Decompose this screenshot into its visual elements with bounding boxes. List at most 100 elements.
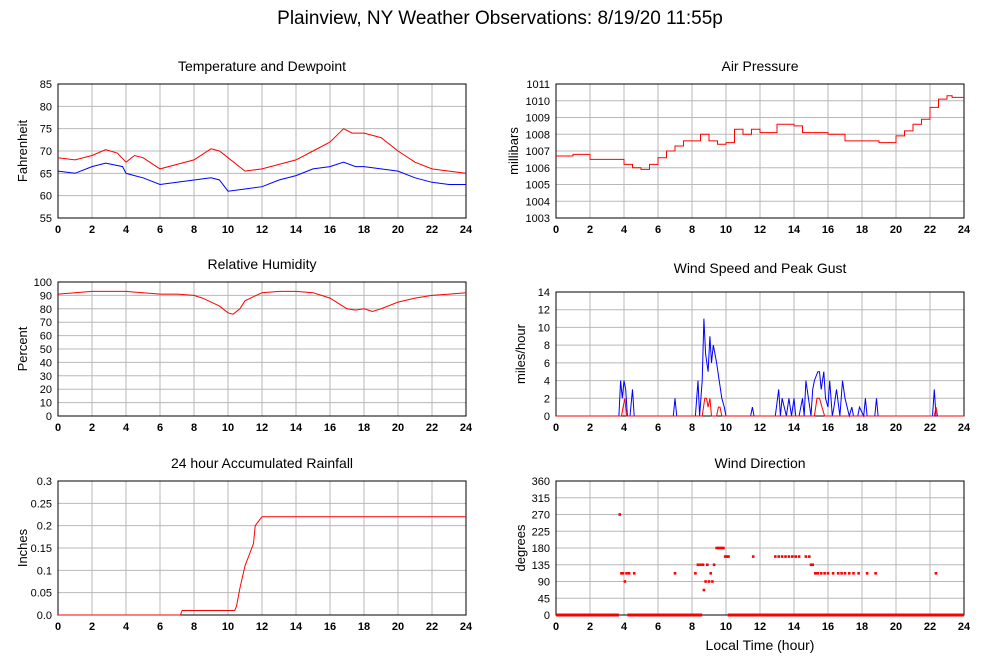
wind-xtick-label: 16 bbox=[822, 422, 834, 434]
direction-xtick-label: 16 bbox=[822, 621, 834, 633]
direction-point bbox=[623, 580, 627, 583]
direction-point bbox=[694, 572, 697, 575]
temp-xtick-label: 0 bbox=[55, 224, 61, 236]
direction-ytick-label: 135 bbox=[532, 560, 550, 572]
direction-point bbox=[874, 572, 877, 575]
humidity-xtick-label: 16 bbox=[324, 422, 336, 434]
humidity-ytick-label: 30 bbox=[40, 371, 52, 383]
wind-xtick-label: 6 bbox=[655, 422, 661, 434]
pressure-xtick-label: 10 bbox=[720, 224, 732, 236]
rain-ytick-label: 0.15 bbox=[31, 543, 52, 555]
direction-ytick-label: 90 bbox=[538, 577, 550, 589]
wind-xtick-label: 24 bbox=[958, 422, 971, 434]
direction-point bbox=[809, 563, 813, 567]
direction-xtick-label: 4 bbox=[621, 621, 628, 633]
direction-xtick-label: 18 bbox=[856, 621, 868, 633]
direction-point bbox=[823, 572, 826, 575]
direction-point bbox=[865, 572, 869, 575]
humidity-xtick-label: 2 bbox=[89, 422, 95, 434]
direction-xtick-label: 0 bbox=[553, 621, 559, 633]
temp-ytick-label: 85 bbox=[40, 79, 52, 91]
direction-ytick-label: 315 bbox=[532, 493, 550, 505]
wind-series-line-1 bbox=[556, 397, 964, 417]
humidity-xtick-label: 24 bbox=[460, 422, 473, 434]
wind-ytick-label: 10 bbox=[538, 322, 550, 334]
rain-xtick-label: 6 bbox=[157, 621, 163, 633]
page-title: Plainview, NY Weather Observations: 8/19… bbox=[277, 8, 723, 29]
direction-xtick-label: 20 bbox=[890, 621, 902, 633]
direction-xtick-label: 24 bbox=[958, 621, 971, 633]
rain-xtick-label: 20 bbox=[392, 621, 404, 633]
wind-xtick-label: 20 bbox=[890, 422, 902, 434]
humidity-ytick-label: 60 bbox=[40, 331, 52, 343]
wind-xtick-label: 12 bbox=[754, 422, 766, 434]
direction-xtick-label: 14 bbox=[788, 621, 801, 633]
wind-ytick-label: 2 bbox=[544, 393, 550, 405]
direction-point bbox=[791, 555, 794, 558]
direction-ytick-label: 360 bbox=[532, 476, 550, 488]
temp-xtick-label: 22 bbox=[426, 224, 438, 236]
direction-point bbox=[831, 572, 835, 575]
direction-xlabel: Local Time (hour) bbox=[706, 637, 815, 653]
humidity-xtick-label: 12 bbox=[256, 422, 268, 434]
direction-point bbox=[819, 572, 823, 575]
pressure-ytick-label: 1009 bbox=[526, 113, 550, 125]
wind-xtick-label: 10 bbox=[720, 422, 732, 434]
temp-xtick-label: 8 bbox=[191, 224, 197, 236]
humidity-xtick-label: 4 bbox=[123, 422, 130, 434]
direction-point bbox=[696, 563, 700, 567]
direction-ytick-label: 270 bbox=[532, 510, 550, 522]
temp-series-line-1 bbox=[57, 161, 466, 192]
wind-ylabel: miles/hour bbox=[513, 323, 528, 384]
pressure-xtick-label: 12 bbox=[754, 224, 766, 236]
pressure-ytick-label: 1010 bbox=[526, 96, 550, 108]
wind-xtick-label: 14 bbox=[788, 422, 801, 434]
direction-point bbox=[707, 580, 711, 583]
rain-ylabel: Inches bbox=[15, 528, 30, 567]
direction-ytick-label: 45 bbox=[538, 593, 550, 605]
wind-xtick-label: 0 bbox=[553, 422, 559, 434]
wind-ytick-label: 0 bbox=[544, 411, 550, 423]
rain-ytick-label: 0.1 bbox=[37, 565, 52, 577]
humidity-ylabel: Percent bbox=[15, 326, 30, 371]
humidity-ytick-label: 20 bbox=[40, 384, 52, 396]
rain-xtick-label: 0 bbox=[55, 621, 61, 633]
direction-point bbox=[811, 563, 814, 567]
temp-ytick-label: 80 bbox=[40, 101, 52, 113]
temp-ytick-label: 60 bbox=[40, 191, 52, 203]
humidity-series-line-0 bbox=[57, 290, 467, 315]
direction-point bbox=[774, 555, 777, 558]
direction-point bbox=[725, 555, 729, 558]
wind-ytick-label: 12 bbox=[538, 305, 550, 317]
direction-point bbox=[816, 572, 820, 575]
direction-point bbox=[751, 555, 755, 558]
direction-point bbox=[702, 588, 706, 592]
pressure-ylabel: millibars bbox=[506, 127, 521, 175]
direction-point bbox=[717, 546, 720, 550]
pressure-xtick-label: 6 bbox=[655, 224, 661, 236]
humidity-xtick-label: 22 bbox=[426, 422, 438, 434]
temp-ytick-label: 55 bbox=[40, 213, 52, 225]
humidity-frame bbox=[57, 281, 467, 417]
direction-title: Wind Direction bbox=[714, 455, 805, 471]
humidity-xtick-label: 0 bbox=[55, 422, 61, 434]
rain-xtick-label: 2 bbox=[89, 621, 95, 633]
temp-xtick-label: 20 bbox=[392, 224, 404, 236]
direction-point bbox=[857, 572, 860, 575]
direction-ylabel: degrees bbox=[513, 524, 528, 571]
wind-ytick-label: 8 bbox=[544, 340, 550, 352]
direction-point bbox=[706, 563, 709, 567]
temp-xtick-label: 6 bbox=[157, 224, 163, 236]
wind-xtick-label: 22 bbox=[924, 422, 936, 434]
rain-xtick-label: 12 bbox=[256, 621, 268, 633]
pressure-xtick-label: 16 bbox=[822, 224, 834, 236]
direction-xtick-label: 6 bbox=[655, 621, 661, 633]
wind-title: Wind Speed and Peak Gust bbox=[674, 260, 847, 276]
pressure-xtick-label: 8 bbox=[689, 224, 695, 236]
rain-title: 24 hour Accumulated Rainfall bbox=[171, 455, 353, 471]
direction-point bbox=[712, 563, 716, 567]
